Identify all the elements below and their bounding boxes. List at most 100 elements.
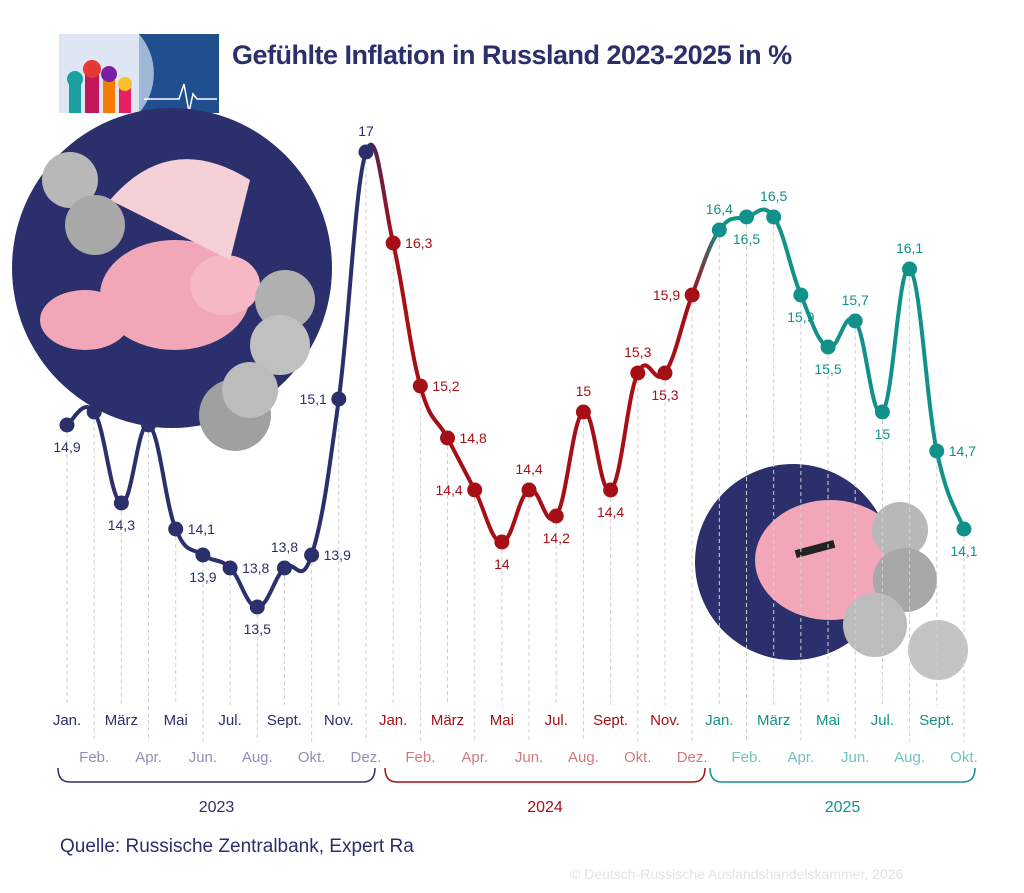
data-point: [548, 508, 564, 524]
data-label: 14: [494, 556, 510, 572]
series-line-segment: [880, 266, 912, 414]
data-point: [86, 404, 102, 420]
month-label: Sept.: [919, 712, 954, 729]
data-point: [168, 521, 184, 537]
month-label: Okt.: [624, 749, 652, 766]
data-label: 14,4: [435, 482, 462, 498]
logo: [59, 34, 219, 113]
source-note: Quelle: Russische Zentralbank, Expert Ra: [60, 836, 414, 857]
series-line-segment: [690, 228, 722, 297]
month-label: Feb.: [731, 749, 761, 766]
year-label: 2023: [199, 799, 235, 816]
data-point: [440, 430, 456, 446]
data-label: 15: [875, 426, 891, 442]
month-label: Jan.: [705, 712, 733, 729]
data-label: 13,9: [189, 569, 216, 585]
data-label: 13,5: [244, 621, 271, 637]
month-label: Aug.: [894, 749, 925, 766]
month-label: Jun.: [515, 749, 543, 766]
month-label: Mai: [816, 712, 840, 729]
year-label: 2024: [527, 799, 563, 816]
series-line-segment: [662, 293, 695, 375]
month-label: Dez.: [677, 749, 708, 766]
series-line-segment: [119, 422, 151, 506]
data-label: 14,2: [543, 530, 570, 546]
data-point: [494, 534, 510, 550]
data-label: 16,5: [733, 231, 760, 247]
month-label: Jan.: [379, 712, 407, 729]
data-point: [249, 599, 265, 615]
month-label: Nov.: [324, 712, 354, 729]
month-label: März: [105, 712, 138, 729]
data-label: 16,1: [896, 240, 923, 256]
data-label: 14,1: [188, 521, 215, 537]
data-point: [603, 482, 619, 498]
data-point: [575, 404, 591, 420]
copyright: © Deutsch-Russische Auslandshandelskamme…: [570, 866, 904, 882]
series-line-segment: [336, 150, 368, 401]
data-point: [684, 287, 700, 303]
month-label: Mai: [490, 712, 514, 729]
month-label: Aug.: [568, 749, 599, 766]
series-line-segment: [146, 423, 178, 531]
decor-piggy-coins: [695, 464, 968, 680]
chart-title: Gefühlte Inflation in Russland 2023-2025…: [232, 40, 792, 70]
data-label: 14,8: [460, 430, 487, 446]
data-label: 15,1: [300, 391, 327, 407]
data-label: 13,9: [324, 547, 351, 563]
month-label: Apr.: [461, 749, 488, 766]
data-point: [141, 417, 157, 433]
data-label: 17: [358, 123, 374, 139]
data-label: 16,3: [405, 235, 432, 251]
year-bracket: [709, 767, 976, 783]
month-label: Jun.: [189, 749, 217, 766]
data-point: [358, 144, 374, 160]
month-label: Jun.: [841, 749, 869, 766]
month-label: Jul.: [545, 712, 568, 729]
year-bracket: [384, 767, 706, 783]
data-label: 15,2: [432, 378, 459, 394]
month-label: Apr.: [135, 749, 162, 766]
series-line-segment: [608, 371, 640, 492]
data-point: [793, 287, 809, 303]
month-label: Feb.: [405, 749, 435, 766]
data-label: 14,4: [597, 504, 624, 520]
data-label: 15,5: [814, 361, 841, 377]
data-label: 14,7: [949, 443, 976, 459]
data-point: [657, 365, 673, 381]
data-label: 13,8: [271, 539, 298, 555]
series-line-segment: [92, 410, 124, 505]
data-label: 15,9: [787, 309, 814, 325]
series-line-segment: [499, 488, 532, 544]
month-label: Okt.: [950, 749, 978, 766]
series-line-segment: [907, 267, 939, 453]
data-label: 15,3: [651, 387, 678, 403]
decor-piggy-broken: [12, 108, 332, 451]
data-point: [195, 547, 211, 563]
data-point: [113, 495, 129, 511]
month-label: Jan.: [53, 712, 81, 729]
data-point: [739, 209, 754, 225]
data-label: 13,8: [242, 560, 269, 576]
data-point: [521, 482, 537, 498]
month-label: Apr.: [788, 749, 815, 766]
month-label: Jul.: [218, 712, 241, 729]
series-line-segment: [554, 410, 586, 518]
data-point: [630, 365, 646, 381]
data-point: [222, 560, 238, 576]
data-label: 14,4: [515, 461, 542, 477]
data-point: [711, 222, 727, 238]
series-line-segment: [363, 142, 396, 245]
month-label: Jul.: [871, 712, 894, 729]
data-point: [385, 235, 401, 251]
series-line-segment: [771, 215, 803, 297]
series-line-segment: [853, 319, 885, 415]
data-point: [956, 521, 972, 537]
data-label: 14,9: [53, 439, 80, 455]
data-point: [820, 339, 836, 355]
month-label: Aug.: [242, 749, 273, 766]
data-point: [874, 404, 890, 420]
data-label: 16,5: [760, 188, 787, 204]
year-label: 2025: [825, 799, 861, 816]
